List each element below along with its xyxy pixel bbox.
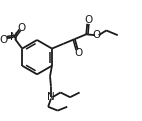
Text: O: O (75, 48, 83, 58)
Text: N: N (10, 32, 17, 42)
Text: O: O (84, 15, 92, 25)
Text: N: N (47, 92, 55, 102)
Text: O: O (0, 35, 7, 45)
Text: O: O (17, 23, 25, 33)
Text: O: O (93, 30, 101, 40)
